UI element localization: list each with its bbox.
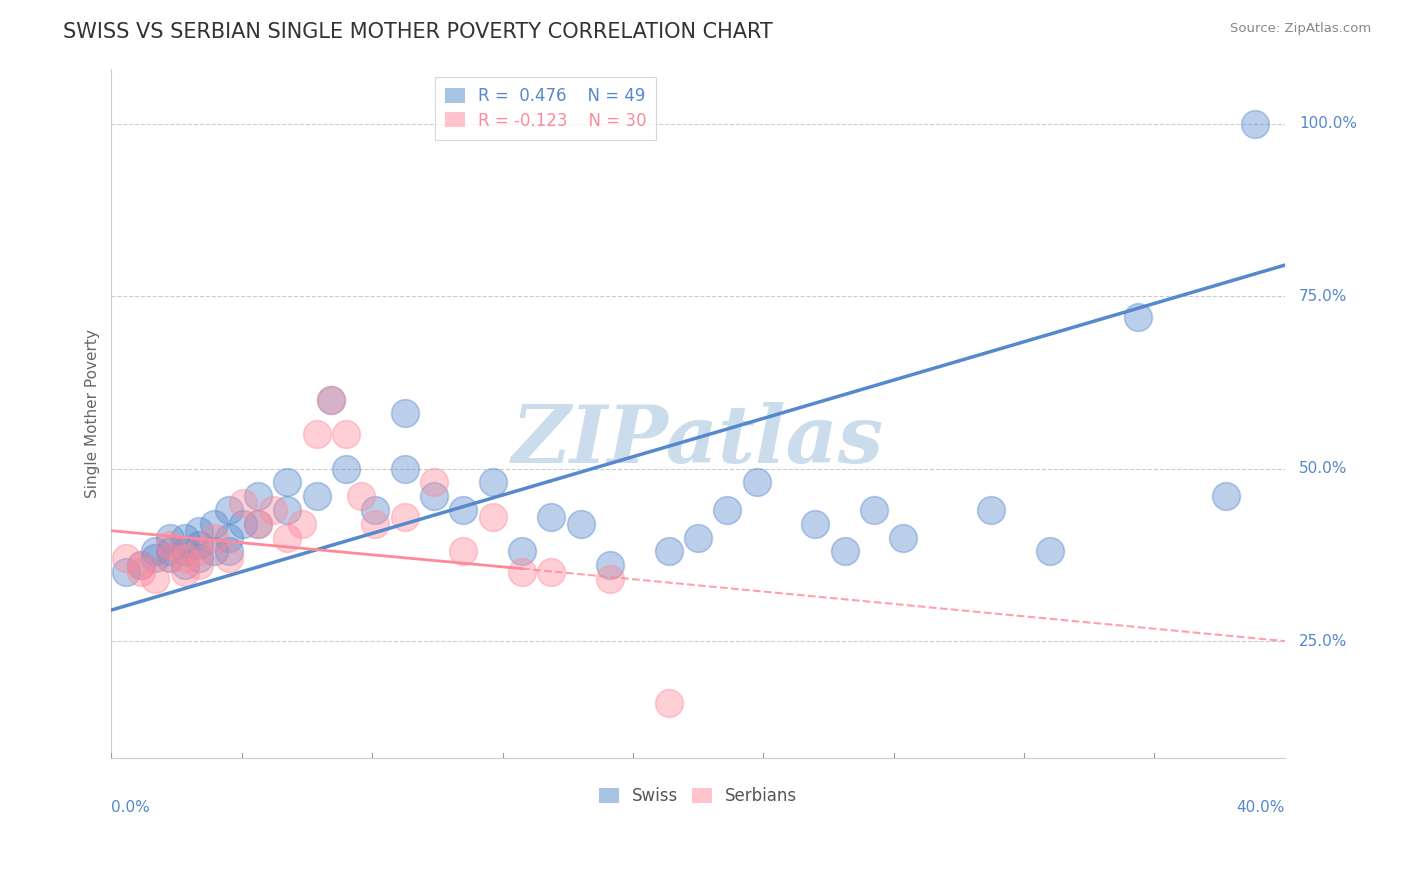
Point — [599, 558, 621, 573]
Point — [218, 531, 240, 545]
Point — [335, 427, 357, 442]
Point — [453, 544, 475, 558]
Point — [129, 558, 152, 573]
Point — [276, 531, 298, 545]
Text: ZIPatlas: ZIPatlas — [512, 402, 884, 480]
Point — [540, 509, 562, 524]
Point — [188, 551, 211, 566]
Point — [569, 516, 592, 531]
Point — [291, 516, 314, 531]
Point — [540, 565, 562, 579]
Point — [1215, 489, 1237, 503]
Point — [481, 509, 503, 524]
Y-axis label: Single Mother Poverty: Single Mother Poverty — [86, 329, 100, 498]
Point — [159, 531, 181, 545]
Point — [173, 531, 195, 545]
Text: 40.0%: 40.0% — [1236, 800, 1285, 814]
Point — [481, 475, 503, 490]
Point — [115, 565, 138, 579]
Text: 100.0%: 100.0% — [1299, 116, 1357, 131]
Point — [1244, 117, 1267, 131]
Point — [202, 544, 225, 558]
Point — [145, 551, 167, 566]
Point — [218, 503, 240, 517]
Point — [159, 537, 181, 551]
Point — [804, 516, 827, 531]
Point — [364, 516, 387, 531]
Point — [188, 537, 211, 551]
Point — [453, 503, 475, 517]
Point — [218, 544, 240, 558]
Point — [247, 516, 270, 531]
Point — [202, 516, 225, 531]
Text: 75.0%: 75.0% — [1299, 289, 1347, 303]
Point — [716, 503, 738, 517]
Point — [305, 489, 328, 503]
Point — [350, 489, 373, 503]
Point — [658, 696, 681, 710]
Point — [599, 572, 621, 586]
Point — [218, 551, 240, 566]
Point — [423, 489, 446, 503]
Point — [129, 565, 152, 579]
Text: 50.0%: 50.0% — [1299, 461, 1347, 476]
Point — [188, 524, 211, 538]
Point — [188, 544, 211, 558]
Point — [980, 503, 1002, 517]
Point — [173, 551, 195, 566]
Point — [173, 558, 195, 573]
Point — [688, 531, 710, 545]
Point — [276, 503, 298, 517]
Point — [893, 531, 915, 545]
Text: 0.0%: 0.0% — [111, 800, 150, 814]
Point — [159, 551, 181, 566]
Point — [159, 551, 181, 566]
Point — [394, 509, 416, 524]
Point — [159, 544, 181, 558]
Point — [202, 531, 225, 545]
Point — [658, 544, 681, 558]
Point — [394, 461, 416, 475]
Point — [394, 406, 416, 420]
Text: 25.0%: 25.0% — [1299, 633, 1347, 648]
Point — [115, 551, 138, 566]
Point — [745, 475, 768, 490]
Point — [173, 544, 195, 558]
Point — [145, 572, 167, 586]
Point — [129, 558, 152, 573]
Point — [321, 392, 343, 407]
Point — [232, 516, 254, 531]
Point — [305, 427, 328, 442]
Point — [188, 558, 211, 573]
Point — [364, 503, 387, 517]
Point — [335, 461, 357, 475]
Point — [276, 475, 298, 490]
Point — [510, 544, 533, 558]
Point — [262, 503, 284, 517]
Text: Source: ZipAtlas.com: Source: ZipAtlas.com — [1230, 22, 1371, 36]
Point — [510, 565, 533, 579]
Point — [863, 503, 886, 517]
Point — [145, 544, 167, 558]
Point — [423, 475, 446, 490]
Point — [232, 496, 254, 510]
Point — [173, 565, 195, 579]
Text: SWISS VS SERBIAN SINGLE MOTHER POVERTY CORRELATION CHART: SWISS VS SERBIAN SINGLE MOTHER POVERTY C… — [63, 22, 773, 42]
Point — [1039, 544, 1062, 558]
Legend: Swiss, Serbians: Swiss, Serbians — [592, 780, 804, 812]
Point — [834, 544, 856, 558]
Point — [247, 489, 270, 503]
Point — [247, 516, 270, 531]
Point — [1126, 310, 1149, 324]
Point — [321, 392, 343, 407]
